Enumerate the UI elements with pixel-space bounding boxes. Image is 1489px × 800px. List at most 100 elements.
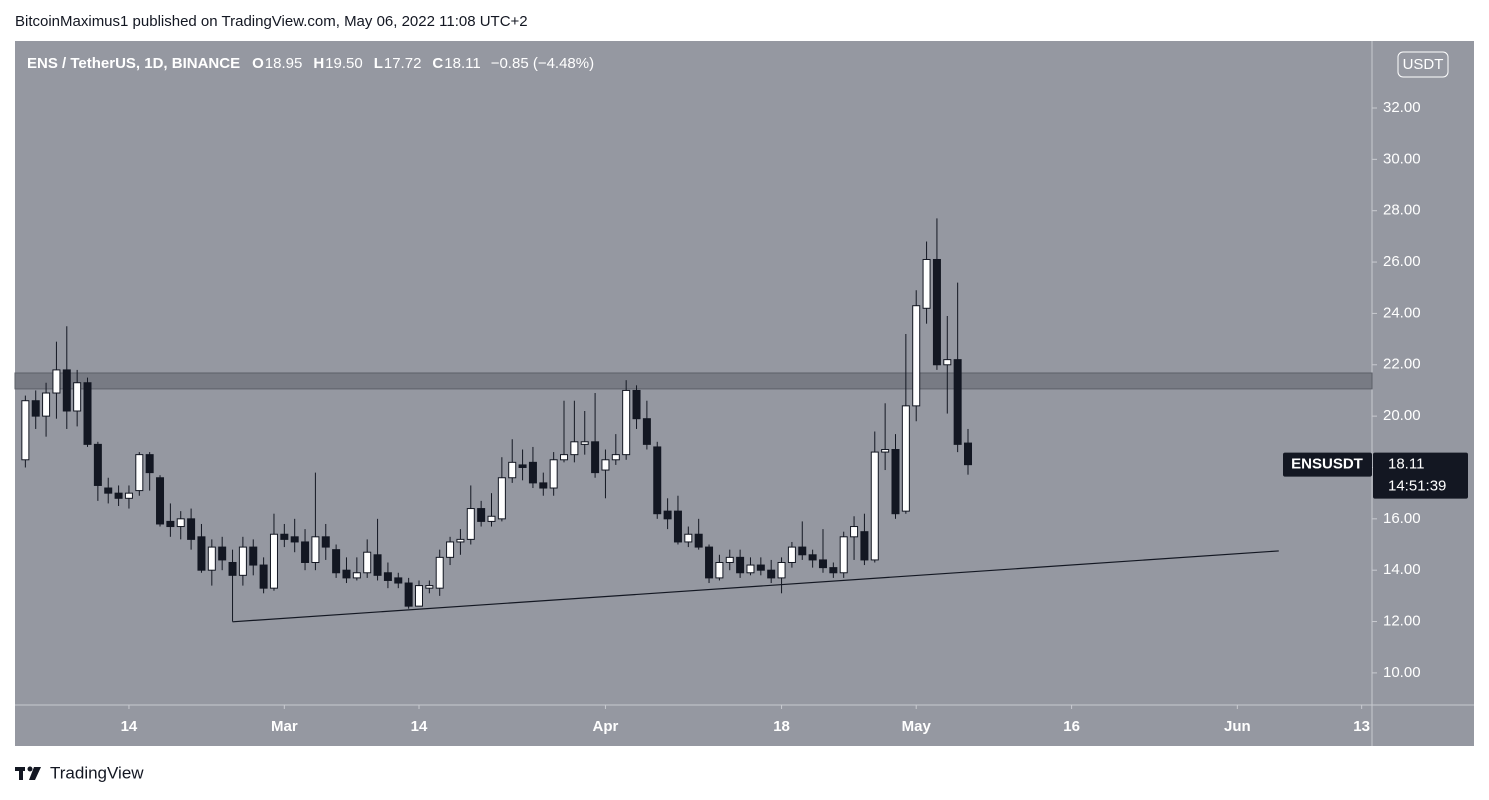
x-tick-label: Mar (271, 718, 298, 735)
candle-body (404, 582, 413, 607)
x-tick-label: Jun (1224, 718, 1251, 735)
y-tick-label: 28.00 (1383, 202, 1421, 219)
x-tick-label: 13 (1353, 718, 1370, 735)
candle-body (570, 441, 579, 456)
candle-body (560, 454, 569, 461)
candle-body (891, 449, 900, 515)
legend-part: 18.11 (444, 55, 480, 72)
legend-part: ENS / TetherUS, 1D, BINANCE (27, 55, 240, 72)
candle-body (425, 585, 434, 589)
candle-body (156, 477, 165, 525)
candle-body (881, 449, 890, 453)
y-tick-label: 30.00 (1383, 150, 1421, 167)
y-tick-label: 24.00 (1383, 304, 1421, 321)
candle-body (42, 392, 51, 417)
candle-body (197, 536, 206, 571)
y-tick-label: 12.00 (1383, 613, 1421, 630)
legend-part: O (252, 55, 264, 72)
candle-body (497, 477, 506, 520)
legend-part: L (374, 55, 383, 72)
logo-part (29, 767, 41, 780)
candle-body (839, 536, 848, 574)
resistance-zone (14, 372, 1373, 390)
candle-body (166, 520, 175, 528)
plot-area (14, 218, 1373, 623)
candle-body (725, 556, 734, 563)
candle-body (332, 549, 341, 574)
x-tick-label: May (902, 718, 932, 735)
legend-part: −0.85 (−4.48%) (491, 55, 594, 72)
legend-part: 17.72 (384, 55, 422, 72)
candle-body (104, 487, 113, 494)
candle-body (311, 536, 320, 563)
candle-body (238, 546, 247, 576)
candle-body (290, 536, 299, 543)
candle-body (684, 533, 693, 543)
symbol-tag-label: ENSUSDT (1291, 456, 1363, 473)
candle-body (787, 546, 796, 563)
candle-body (114, 492, 123, 499)
x-tick-label: 14 (121, 718, 138, 735)
candle-body (352, 572, 361, 579)
candle-body (964, 442, 973, 466)
price-tag-value: 18.11 (1388, 456, 1424, 473)
currency-box (1397, 51, 1449, 78)
candle-body (580, 441, 589, 445)
candle-body (487, 515, 496, 522)
candle-body (456, 538, 465, 543)
y-tick-label: 10.00 (1383, 664, 1421, 681)
candle-body (860, 531, 869, 561)
chart-background (15, 41, 1474, 746)
candle-body (673, 510, 682, 543)
y-tick-label: 14.00 (1383, 561, 1421, 578)
candle-body (705, 546, 714, 579)
x-tick-label: 18 (773, 718, 790, 735)
logo-part (27, 766, 33, 772)
candle-body (829, 567, 838, 574)
candle-body (321, 536, 330, 548)
candle-body (52, 369, 61, 394)
candle-body (901, 405, 910, 512)
candle-body (269, 533, 278, 589)
candle-body (528, 461, 537, 484)
candle-body (259, 564, 268, 589)
price-tag-countdown: 14:51:39 (1388, 478, 1446, 495)
legend-part: C (432, 55, 443, 72)
candle-body (622, 389, 631, 456)
candle-body (777, 561, 786, 579)
logo-part (19, 767, 23, 780)
candle-body (228, 561, 237, 576)
y-tick-label: 20.00 (1383, 407, 1421, 424)
candle-body (943, 359, 952, 366)
candle-body (31, 400, 40, 417)
candle-body (953, 359, 962, 445)
candle-body (446, 541, 455, 558)
candle-body (477, 508, 486, 522)
publish-header: BitcoinMaximus1 published on TradingView… (15, 13, 528, 30)
candle-body (632, 389, 641, 420)
candle-body (591, 441, 600, 474)
legend-part: 18.95 (265, 55, 303, 72)
x-tick-label: 16 (1063, 718, 1080, 735)
candle-body (280, 533, 289, 540)
candle-body (922, 258, 931, 309)
candle-body (83, 382, 92, 445)
candle-body (301, 541, 310, 563)
candle-body (611, 454, 620, 461)
candle-body (508, 461, 517, 479)
candle-body (93, 443, 102, 486)
candle-body (850, 526, 859, 538)
candle-body (124, 492, 133, 499)
candle-body (746, 564, 755, 574)
candle-body (642, 418, 651, 445)
candle-body (135, 454, 144, 492)
candle-body (73, 382, 82, 412)
trendline (232, 550, 1279, 623)
y-tick-label: 32.00 (1383, 99, 1421, 116)
candle-body (176, 518, 185, 528)
candle-body (736, 556, 745, 574)
candle-body (870, 451, 879, 561)
candle-body (207, 546, 216, 571)
y-tick-label: 22.00 (1383, 356, 1421, 373)
candle-body (21, 400, 30, 461)
